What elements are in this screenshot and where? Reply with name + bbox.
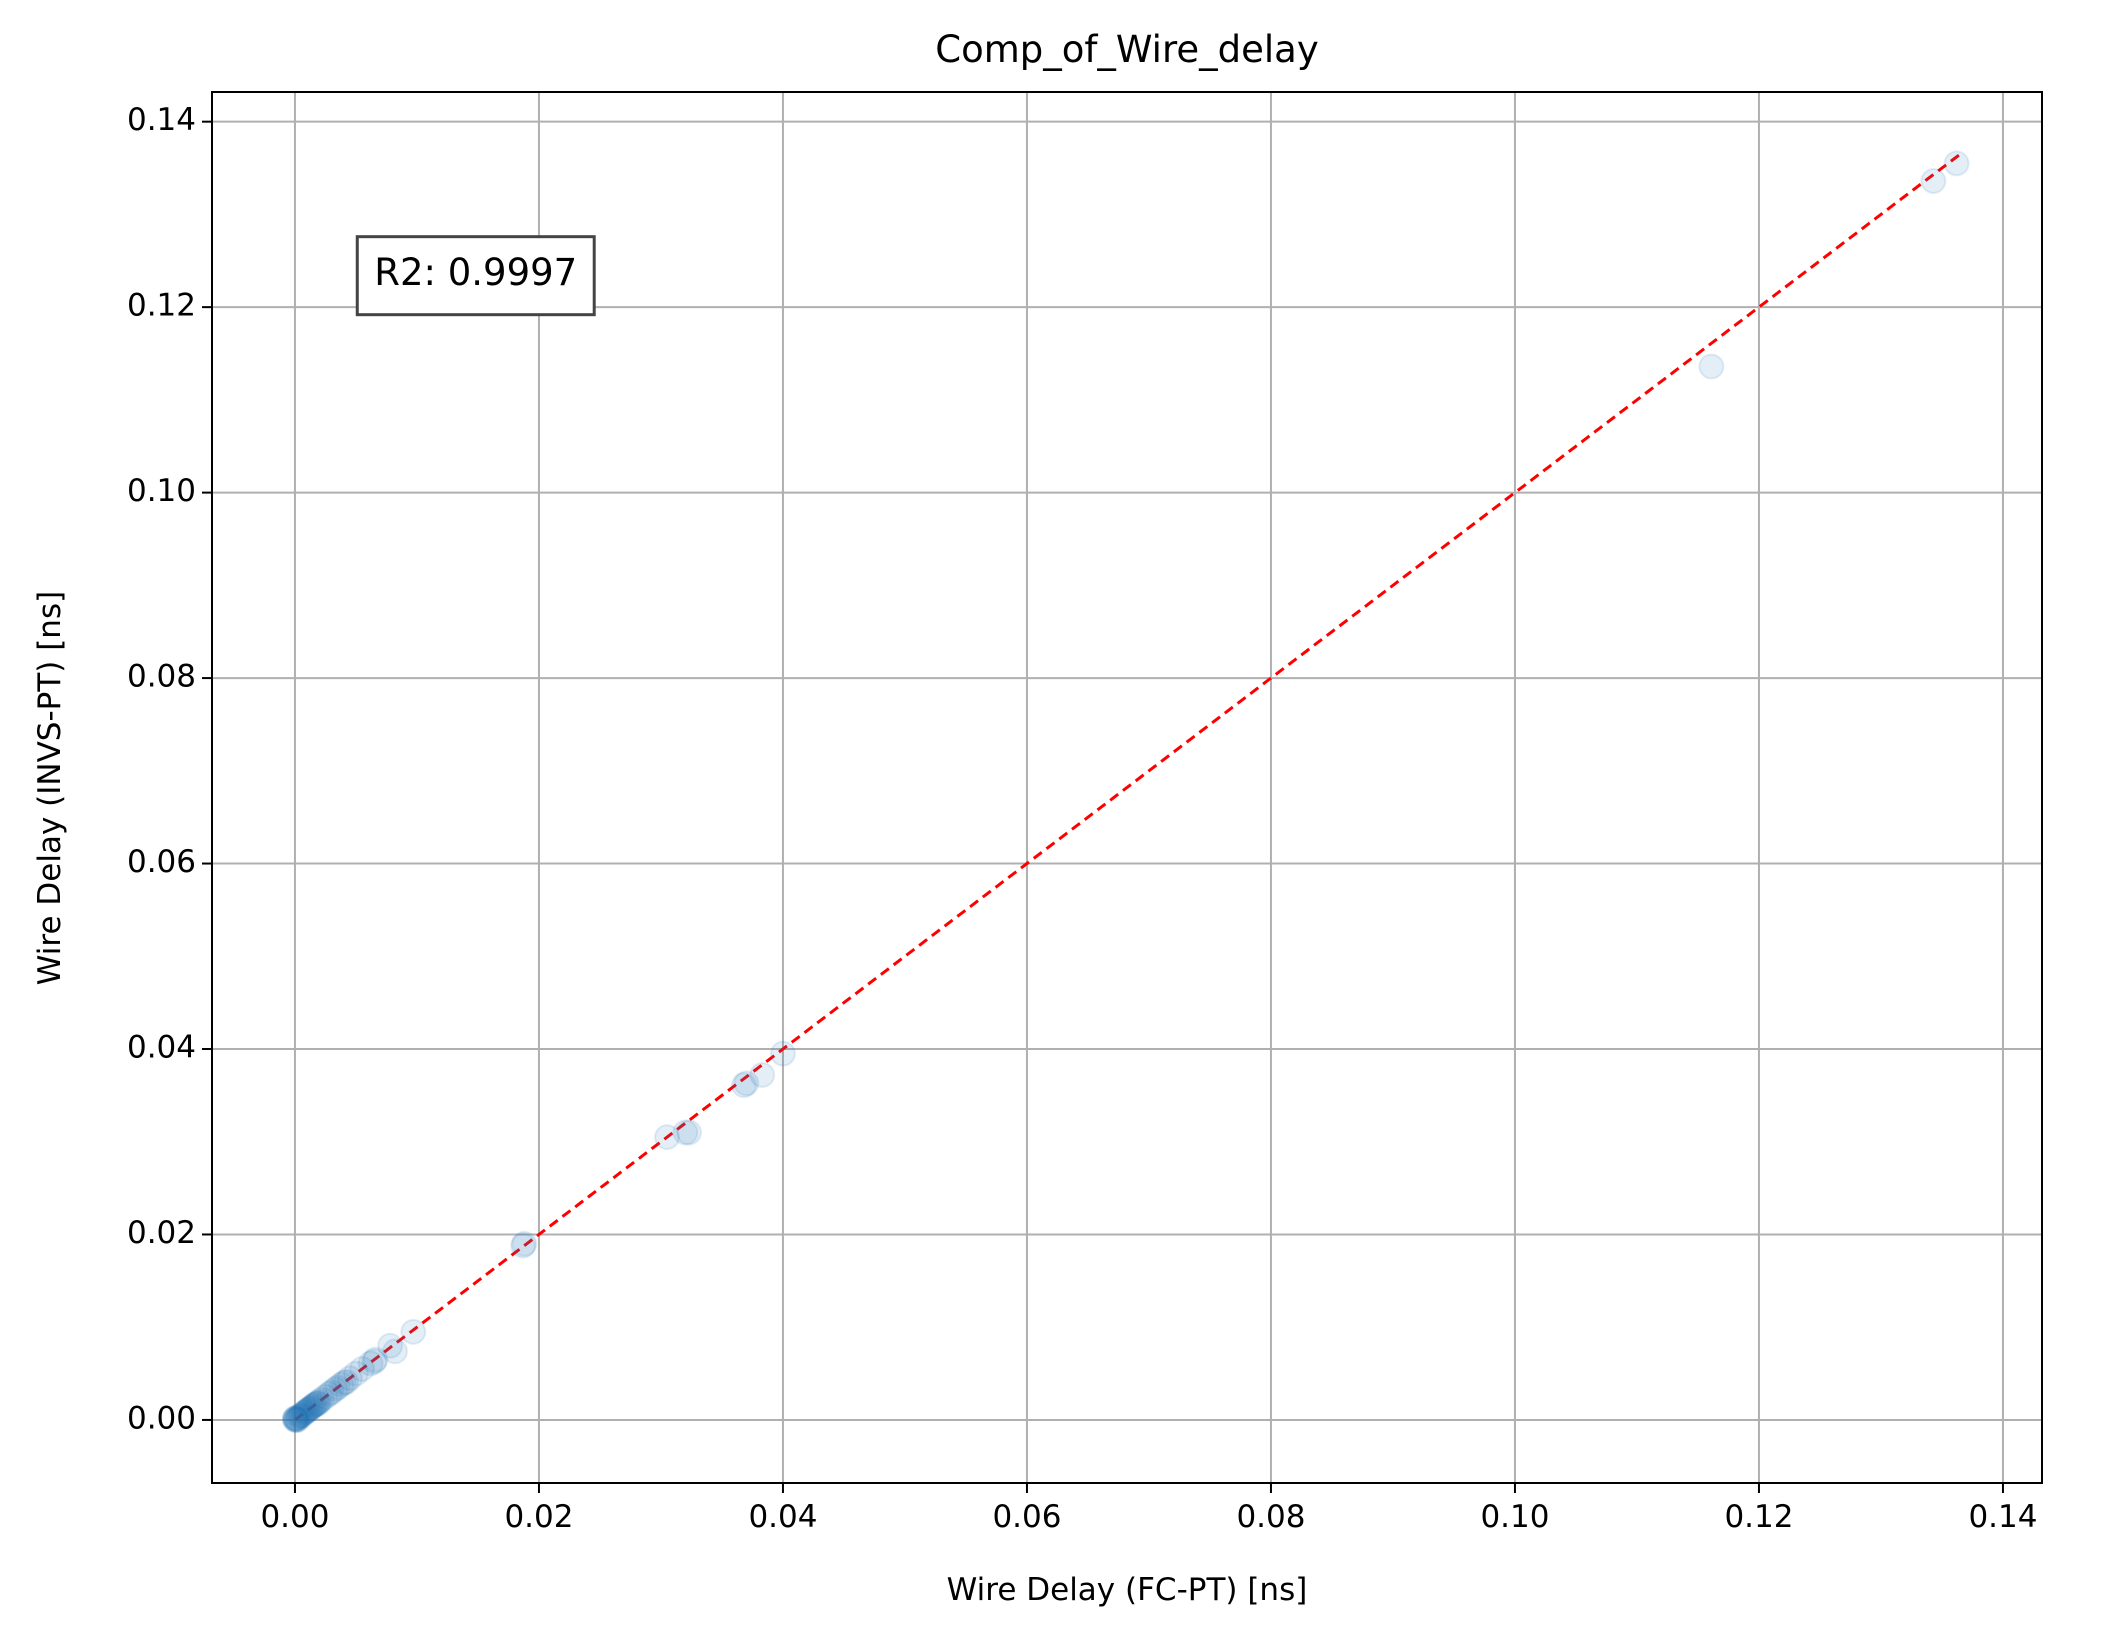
y-tick-label: 0.02 [127, 1215, 196, 1251]
x-tick-label: 0.06 [992, 1499, 1061, 1535]
scatter-point [281, 1406, 308, 1433]
scatter-point [294, 1397, 321, 1424]
scatter-point [510, 1232, 537, 1259]
scatter-point [330, 1369, 357, 1396]
scatter-point [295, 1396, 322, 1423]
scatter-point [281, 1406, 308, 1433]
x-tick-label: 0.08 [1236, 1499, 1305, 1535]
scatter-point [318, 1379, 345, 1406]
plot-frame [211, 91, 2043, 1484]
y-tick-label: 0.06 [127, 844, 196, 880]
scatter-point [306, 1388, 333, 1415]
scatter-point [357, 1350, 384, 1377]
scatter-point [290, 1400, 317, 1427]
r2-annotation-box [355, 235, 596, 317]
scatter-point [733, 1070, 760, 1097]
scatter-point [342, 1360, 369, 1387]
r2-annotation: R2: 0.9997 [355, 235, 596, 317]
x-tick-label: 0.00 [260, 1499, 329, 1535]
scatter-point [288, 1402, 315, 1429]
scatter-point [312, 1383, 339, 1410]
scatter-point [284, 1406, 311, 1433]
scatter-point [300, 1393, 327, 1420]
scatter-point [769, 1040, 796, 1067]
scatter-point [382, 1338, 408, 1365]
y-axis-label: Wire Delay (INVS-PT) [ns] [32, 591, 68, 985]
scatter-points [281, 150, 1970, 1433]
x-axis-label: Wire Delay (FC-PT) [ns] [947, 1572, 1308, 1608]
scatter-point [654, 1124, 681, 1151]
x-tick-label: 0.12 [1724, 1499, 1793, 1535]
y-tick-label: 0.12 [127, 288, 196, 324]
scatter-point [361, 1348, 388, 1375]
x-tick-label: 0.04 [748, 1499, 817, 1535]
y-tick-label: 0.10 [127, 473, 196, 509]
scatter-point [292, 1398, 319, 1425]
y-tick-label: 0.08 [127, 659, 196, 695]
scatter-point [676, 1119, 703, 1146]
x-tick-label: 0.10 [1480, 1499, 1549, 1535]
grid-lines [212, 92, 2042, 1483]
scatter-point [328, 1371, 355, 1398]
axis-ticks: 0.00 0.02 0.04 0.06 0.08 0.10 0.12 0.14 0.00 0.02… [127, 102, 2038, 1535]
scatter-point [336, 1365, 363, 1392]
scatter-point [749, 1061, 776, 1088]
scatter-point [1943, 150, 1970, 177]
y-tick-label: 0.04 [127, 1030, 196, 1066]
scatter-point [286, 1403, 313, 1430]
y-tick-label: 0.14 [127, 102, 196, 138]
fit-line-layer [294, 152, 1962, 1422]
scatter-point [296, 1395, 323, 1422]
scatter-point [297, 1394, 324, 1421]
scatter-point [301, 1392, 328, 1419]
scatter-point [362, 1346, 389, 1373]
fit-line [294, 152, 1962, 1422]
scatter-point [303, 1390, 330, 1417]
scatter-point [730, 1072, 757, 1099]
scatter-point [305, 1390, 332, 1417]
scatter-point [349, 1355, 376, 1382]
scatter-point [324, 1374, 351, 1401]
scatter-point [283, 1405, 310, 1432]
x-tick-label: 0.02 [504, 1499, 573, 1535]
scatter-point [291, 1399, 318, 1426]
y-tick-label: 0.00 [127, 1400, 196, 1436]
scatter-point [377, 1332, 404, 1359]
scatter-point [511, 1230, 538, 1257]
scatter-point [672, 1119, 699, 1146]
scatter-point [1698, 353, 1725, 380]
scatter-point [322, 1376, 349, 1403]
scatter-point [302, 1391, 329, 1418]
scatter-point [281, 1405, 308, 1432]
r2-annotation-text: R2: 0.9997 [374, 251, 577, 294]
chart-title: Comp_of_Wire_delay [935, 28, 1318, 71]
scatter-point [285, 1404, 312, 1431]
scatter-point [316, 1380, 343, 1407]
scatter-point [400, 1318, 427, 1345]
scatter-point [284, 1406, 311, 1433]
x-tick-label: 0.14 [1968, 1499, 2037, 1535]
scatter-point [333, 1368, 360, 1395]
scatter-point [289, 1402, 316, 1429]
scatter-point [1920, 168, 1947, 195]
scatter-point [299, 1393, 326, 1420]
scatter-point [308, 1386, 335, 1413]
scatter-point [283, 1406, 310, 1433]
